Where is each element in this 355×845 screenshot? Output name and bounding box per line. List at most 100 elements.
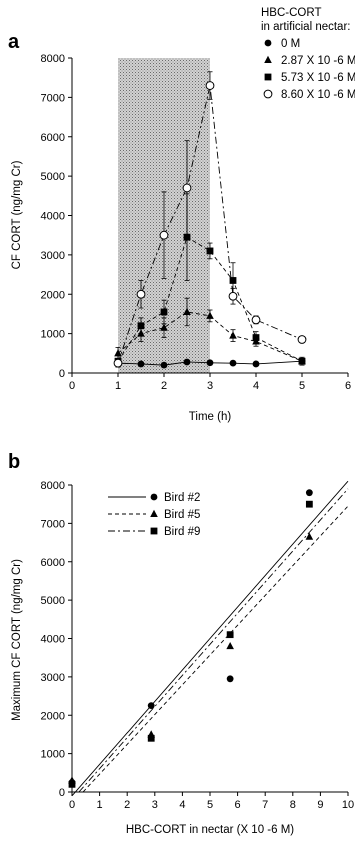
panel-a-y-tick-label: 8000: [41, 53, 65, 65]
panel-a-series-8-60-x-10-6-m-point: [159, 230, 169, 240]
panel-a-series-2-87-x-10-6-m-point: [206, 311, 214, 319]
panel-b-x-tick-label: 8: [290, 799, 296, 811]
panel-a-x-tick-label: 2: [161, 380, 167, 392]
panel-a-series-5-73-x-10-6-m-point: [229, 277, 237, 284]
panel-b-x-tick-label: 5: [207, 799, 213, 811]
panel-a-series-5-73-x-10-6-m-point: [206, 247, 214, 255]
panel-b-series-bird-9-point: [147, 734, 155, 742]
panel-a-y-tick-label: 5000: [41, 171, 65, 183]
panel-b-x-tick-label: 3: [152, 799, 158, 811]
panel-a-y-tick-label: 3000: [41, 250, 65, 262]
panel-b-series-bird-5-point: [305, 532, 314, 540]
panel-a-legend-entry-8-60-x-10-6-m: 8.60 X 10 -6 M: [281, 89, 355, 101]
panel-a-y-tick-label: 7000: [41, 92, 65, 104]
panel-a-y-tick-label: 2000: [41, 289, 65, 301]
panel-b-x-axis-label: HBC-CORT in nectar (X 10 -6 M): [126, 824, 294, 836]
panel-a-series-0-m-point: [252, 360, 260, 368]
panel-a-series-0-m-point: [137, 360, 145, 368]
panel-a-y-tick-label: 6000: [41, 132, 65, 144]
panel-b-dose-response-chart: 0 1 2 3 4 5 6 7 8 9 10 0 1000 2000 3000 4000 5000 6000 700…: [8, 451, 354, 836]
panel-a-series-0-m-point: [160, 361, 168, 369]
panel-a-y-tick-label: 0: [59, 368, 65, 380]
panel-a-x-tick-label: 4: [253, 380, 259, 392]
panel-b-legend: Bird #2 Bird #5 Bird #9: [108, 492, 200, 538]
panel-b-y-tick-label: 1000: [41, 749, 65, 761]
panel-a-series-8-60-x-10-6-m-point: [113, 358, 123, 368]
panel-a-series-2-87-x-10-6-m-line: [117, 311, 303, 362]
panel-a-series-5-73-x-10-6-m-line: [117, 236, 303, 362]
panel-a-legend-marker-8-60-x-10-6-m: [263, 89, 273, 99]
panel-b-legend-marker-bird-2: [150, 493, 158, 501]
panel-b-y-axis-label: Maximum CF CORT (ng/mg Cr): [11, 559, 23, 721]
panel-b-series-bird-9: [68, 488, 349, 793]
panel-a-y-tick-label: 1000: [41, 329, 65, 341]
panel-b-series-bird-9-point: [68, 780, 76, 788]
panel-a-legend: HBC-CORT in artificial nectar: 0 M 2.87 X 1…: [261, 7, 355, 101]
panel-a-series-8-60-x-10-6-m-point: [297, 335, 307, 344]
panel-a-series-5-73-x-10-6-m-point: [252, 334, 260, 341]
panel-a-series-5-73-x-10-6-m-point: [183, 233, 191, 241]
panel-a-time-course-chart: 0 1 2 3 4 5 6 0 1000 2000 3000 4000 5000 6000 7000 8000…: [8, 7, 355, 423]
panel-b-x-tick-label: 9: [317, 799, 323, 811]
panel-b-y-tick-label: 4000: [41, 634, 65, 646]
panel-a-legend-title-line: HBC-CORT: [261, 7, 321, 19]
panel-a-series-2-87-x-10-6-m-point: [183, 307, 191, 315]
panel-a-series-5-73-x-10-6-m-point: [298, 357, 306, 365]
panel-a-legend-title-line: in artificial nectar:: [261, 21, 350, 33]
panel-b-x-tick-label: 2: [124, 799, 130, 811]
panel-b-legend-entry-bird-5: Bird #5: [164, 509, 200, 521]
panel-a-series-8-60-x-10-6-m-point: [136, 289, 146, 299]
panel-a-series-0-m-point: [206, 359, 214, 367]
panel-b-series-bird-5-point: [226, 641, 234, 650]
panel-b-series-bird-2-point: [147, 702, 155, 710]
panel-b-legend-entry-bird-9: Bird #9: [164, 526, 200, 538]
panel-a-legend-entry-5-73-x-10-6-m: 5.73 X 10 -6 M: [281, 72, 355, 84]
panel-b-series-bird-9-point: [226, 631, 234, 639]
panel-b-legend-entry-bird-2: Bird #2: [164, 492, 200, 504]
panel-b-series-bird-5-fit-line: [82, 505, 349, 793]
panel-a-series-8-60-x-10-6-m-point: [228, 291, 238, 301]
panel-a-x-tick-label: 0: [69, 380, 75, 392]
panel-a-series-8-60-x-10-6-m-point: [205, 81, 215, 90]
panel-a-series-0-m-point: [229, 359, 237, 367]
panel-a-series-2-87-x-10-6-m-point: [160, 323, 168, 331]
panel-b-y-tick-label: 6000: [41, 557, 65, 569]
panel-a-series-5-73-x-10-6-m-point: [137, 322, 145, 330]
panel-b-y-tick-label: 2000: [41, 710, 65, 722]
panel-b-y-tick-label: 3000: [41, 672, 65, 684]
panel-b-series-bird-5: [68, 505, 349, 793]
panel-a-series-8-60-x-10-6-m-point: [251, 315, 261, 325]
panel-b-y-tick-label: 8000: [41, 480, 65, 492]
panel-a-series-8-60-x-10-6-m: [113, 71, 307, 368]
panel-a-label: a: [8, 31, 20, 53]
panel-b-x-tick-label: 0: [69, 799, 75, 811]
panel-a-x-tick-label: 5: [299, 380, 305, 392]
panel-a-series-0-m-line: [117, 360, 303, 366]
panel-a-series-0-m-point: [183, 358, 191, 366]
panel-b-series-bird-2-point: [226, 675, 234, 683]
panel-b-series-bird-2-fit-line: [71, 480, 349, 797]
panel-a-x-axis-label: Time (h): [189, 411, 232, 423]
panel-a-series-2-87-x-10-6-m-point: [229, 331, 237, 339]
panel-a-legend-marker-2-87-x-10-6-m: [264, 55, 272, 63]
panel-b-legend-marker-bird-9: [150, 527, 158, 535]
panel-a-series-8-60-x-10-6-m-line: [117, 85, 303, 364]
panel-a-series-8-60-x-10-6-m-point: [182, 183, 192, 193]
panel-b-y-tick-label: 5000: [41, 595, 65, 607]
panel-a-y-axis-label: CF CORT (ng/mg Cr): [11, 160, 23, 269]
panel-a-x-tick-label: 1: [115, 380, 121, 392]
panel-b-series-bird-2-point: [305, 489, 313, 497]
panel-b-x-tick-label: 1: [97, 799, 103, 811]
panel-b-label: b: [8, 451, 20, 473]
panel-a-legend-entry-2-87-x-10-6-m: 2.87 X 10 -6 M: [281, 55, 355, 67]
panel-a-x-tick-label: 3: [207, 380, 213, 392]
panel-a-series-5-73-x-10-6-m-point: [160, 308, 168, 316]
panel-b-series-bird-9-point: [305, 500, 313, 508]
panel-b-legend-marker-bird-5: [150, 509, 158, 517]
panel-a-x-tick-label: 6: [345, 380, 351, 392]
panel-b-series-bird-2: [68, 480, 349, 797]
panel-b-x-tick-label: 6: [235, 799, 241, 811]
panel-b-y-tick-label: 0: [59, 787, 65, 799]
panel-a-series-2-87-x-10-6-m-point: [114, 349, 122, 357]
